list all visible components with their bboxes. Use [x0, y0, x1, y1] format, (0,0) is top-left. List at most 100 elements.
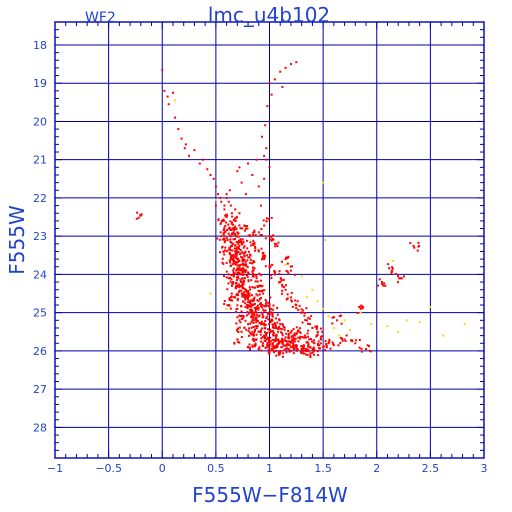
red-data-point [219, 231, 222, 234]
red-data-point [242, 259, 245, 262]
x-tick-label: 2.5 [422, 462, 440, 475]
red-data-point [237, 294, 240, 297]
red-data-point [244, 288, 247, 291]
red-data-point [264, 309, 267, 312]
red-data-point [234, 219, 237, 222]
red-data-point [315, 325, 318, 328]
red-data-point [278, 353, 281, 356]
red-data-point [232, 272, 235, 275]
red-data-point [255, 277, 258, 280]
red-data-point [242, 240, 245, 243]
red-data-point [306, 341, 309, 344]
red-data-point [248, 343, 251, 346]
red-data-point [238, 212, 241, 215]
red-data-point [219, 196, 222, 199]
red-data-point [264, 320, 267, 323]
yellow-data-point [348, 328, 351, 331]
red-data-point [270, 330, 273, 333]
red-data-point [381, 281, 384, 284]
red-data-point [325, 344, 328, 347]
red-data-point [274, 349, 277, 352]
red-data-point [254, 329, 257, 332]
red-data-point [287, 337, 290, 340]
red-data-point [206, 168, 209, 171]
yellow-data-point [343, 319, 346, 322]
red-data-point [289, 346, 292, 349]
yellow-data-point [463, 323, 466, 326]
red-data-point [269, 343, 272, 346]
red-data-point [247, 256, 250, 259]
red-data-point [299, 331, 302, 334]
red-data-point [327, 342, 330, 345]
red-data-point [230, 212, 233, 215]
red-data-point [286, 347, 289, 350]
red-data-point [246, 259, 249, 262]
red-data-point [261, 257, 264, 260]
red-data-point [135, 217, 138, 220]
red-data-point [240, 336, 243, 339]
red-data-point [241, 314, 244, 317]
red-data-point [247, 272, 250, 275]
red-data-point [309, 356, 312, 359]
red-data-point [256, 319, 259, 322]
red-data-point [290, 299, 293, 302]
red-data-point [233, 247, 236, 250]
red-data-point [254, 280, 257, 283]
red-data-point [247, 271, 250, 274]
red-data-point [329, 347, 332, 350]
red-data-point [263, 177, 266, 180]
red-data-point [242, 293, 245, 296]
red-data-point [270, 93, 273, 96]
red-data-point [229, 245, 232, 248]
red-data-point [238, 283, 241, 286]
red-data-point [272, 325, 275, 328]
red-data-point [222, 228, 225, 231]
yellow-data-point [327, 315, 330, 318]
red-data-point [271, 313, 274, 316]
red-data-point [283, 338, 286, 341]
red-data-point [220, 200, 223, 203]
red-data-point [259, 305, 262, 308]
red-data-point [300, 345, 303, 348]
red-data-point [229, 238, 232, 241]
red-data-point [289, 296, 292, 299]
red-data-point [251, 286, 254, 289]
red-data-point [235, 329, 238, 332]
red-data-point [399, 277, 402, 280]
red-data-point [278, 270, 281, 273]
red-data-point [288, 350, 291, 353]
red-data-point [262, 344, 265, 347]
red-data-point [390, 272, 393, 275]
red-data-point [228, 247, 231, 250]
red-data-point [256, 280, 259, 283]
red-data-point [222, 250, 225, 253]
red-data-point [263, 337, 266, 340]
red-data-point [341, 337, 344, 340]
red-data-point [244, 260, 247, 263]
red-data-point [255, 333, 258, 336]
red-data-point [228, 297, 231, 300]
red-data-point [308, 338, 311, 341]
red-data-point [338, 315, 341, 318]
red-data-point [234, 217, 237, 220]
red-data-point [292, 334, 295, 337]
red-data-point [263, 256, 266, 259]
red-data-point [264, 305, 267, 308]
red-data-point [252, 303, 255, 306]
red-data-point [263, 304, 266, 307]
red-data-point [225, 196, 228, 199]
red-data-point [340, 322, 343, 325]
red-data-point [227, 232, 230, 235]
red-data-point [221, 238, 224, 241]
red-data-point [238, 241, 241, 244]
red-data-point [229, 240, 232, 243]
red-data-point [276, 343, 279, 346]
red-data-point [223, 234, 226, 237]
red-data-point [223, 204, 226, 207]
red-data-point [344, 339, 347, 342]
red-data-point [267, 305, 270, 308]
red-data-point [241, 238, 244, 241]
red-data-point [237, 340, 240, 343]
red-data-point [239, 315, 242, 318]
red-data-point [360, 304, 363, 307]
